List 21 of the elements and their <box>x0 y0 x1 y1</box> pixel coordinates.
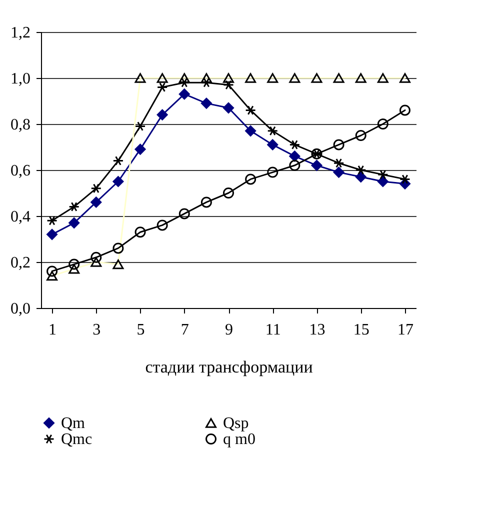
x-tick-label: 9 <box>225 322 233 338</box>
x-tick-label: 11 <box>265 322 281 338</box>
x-axis-title: стадии трансформации <box>145 358 313 376</box>
x-tick-label: 1 <box>48 322 57 338</box>
x-tick-label: 17 <box>397 322 414 338</box>
legend-label: Qmc <box>61 431 92 448</box>
x-tick-label: 13 <box>309 322 326 338</box>
y-tick-label: 0,2 <box>10 254 30 272</box>
y-tick-label: 1,2 <box>10 24 30 42</box>
y-tick-label: 0,4 <box>10 208 30 226</box>
legend-label: q m0 <box>223 431 256 448</box>
y-tick-label: 0,6 <box>10 162 30 180</box>
x-tick-label: 3 <box>92 322 101 338</box>
y-tick-label: 1,0 <box>10 70 30 88</box>
x-tick-label: 15 <box>353 322 370 338</box>
x-tick-label: 7 <box>180 322 189 338</box>
y-tick-label: 0,0 <box>10 300 30 318</box>
y-tick-label: 0,8 <box>10 116 30 134</box>
x-tick-label: 5 <box>136 322 145 338</box>
legend-label: Qm <box>61 415 86 432</box>
legend-label: Qsp <box>223 415 249 432</box>
